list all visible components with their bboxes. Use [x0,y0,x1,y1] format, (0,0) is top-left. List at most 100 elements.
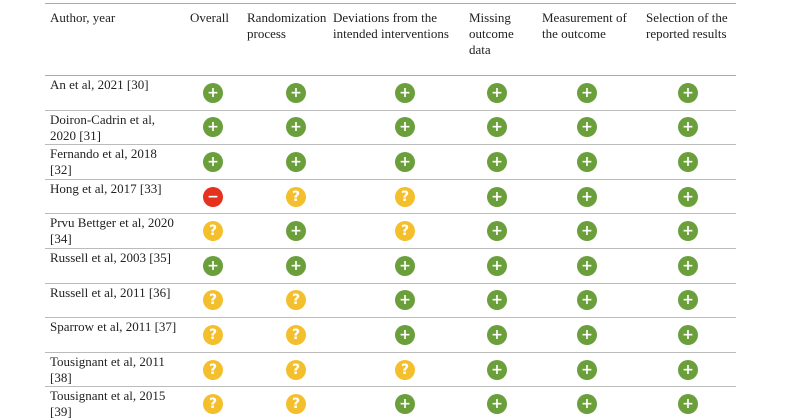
judgement-cell: + [464,144,537,180]
judgement-icon: + [678,255,698,276]
judgement-cell: + [242,248,328,284]
judgement-icon: + [487,290,507,311]
header-cell: Randomization process [242,3,328,76]
judgement-icon: + [203,82,223,103]
table-row: Hong et al, 2017 [33] −?? + + + [45,179,736,215]
judgement-cell: + [328,144,464,180]
judgement-icon: + [577,359,597,380]
judgement-cell: + [537,179,641,215]
judgement-icon: + [395,255,415,276]
judgement-cell: + [537,317,641,353]
judgement-cell: + [537,75,641,111]
judgement-cell: ? [328,179,464,215]
judgement-icon: + [487,117,507,138]
judgement-icon: ? [286,394,306,415]
author-cell: Russell et al, 2003 [35] [45,248,185,284]
judgement-icon: ? [286,324,306,345]
header-cell: Measurement of the outcome [537,3,641,76]
author-cell: Tousignant et al, 2015 [39] [45,386,185,419]
judgement-cell: + [242,144,328,180]
judgement-cell: + [641,110,736,146]
header-cell: Selection of the reported results [641,3,736,76]
judgement-icon: ? [395,359,415,380]
judgement-icon: + [487,82,507,103]
table-body: An et al, 2021 [30] + + + + + + Doiron-Cadrin e… [45,75,736,419]
judgement-cell: + [242,213,328,249]
judgement-icon: + [577,394,597,415]
judgement-icon: + [395,394,415,415]
table-row: Prvu Bettger et al, 2020 [34]? +? + + + [45,213,736,249]
judgement-icon: + [577,186,597,207]
judgement-cell: + [328,248,464,284]
judgement-cell: ? [242,352,328,388]
table-row: Russell et al, 2011 [36]?? + + + + [45,283,736,319]
judgement-icon: + [395,324,415,345]
table-row: Tousignant et al, 2015 [39]?? + + + + [45,386,736,419]
header-row: Author, year Overall Randomization process… [45,3,736,76]
judgement-cell: + [537,352,641,388]
judgement-cell: ? [242,179,328,215]
author-cell: Russell et al, 2011 [36] [45,283,185,319]
judgement-cell: ? [242,317,328,353]
author-cell: Tousignant et al, 2011 [38] [45,352,185,388]
judgement-icon: ? [203,221,223,242]
judgement-cell: + [641,248,736,284]
judgement-cell: + [641,352,736,388]
judgement-icon: + [286,255,306,276]
judgement-icon: + [678,359,698,380]
judgement-icon: + [577,255,597,276]
judgement-icon: + [395,82,415,103]
table-row: Fernando et al, 2018 [32] + + + + + + [45,144,736,180]
judgement-icon: + [203,117,223,138]
judgement-icon: + [487,359,507,380]
judgement-cell: + [641,317,736,353]
judgement-cell: + [328,386,464,419]
judgement-cell: + [185,110,242,146]
judgement-cell: + [641,75,736,111]
judgement-cell: + [242,110,328,146]
judgement-cell: + [537,144,641,180]
judgement-icon: + [678,151,698,172]
judgement-cell: + [328,110,464,146]
judgement-cell: + [537,386,641,419]
judgement-icon: + [286,221,306,242]
judgement-icon: + [678,394,698,415]
judgement-cell: − [185,179,242,215]
header-cell: Missing outcome data [464,3,537,76]
judgement-icon: + [286,151,306,172]
judgement-cell: + [641,283,736,319]
table-row: Tousignant et al, 2011 [38]??? + + + [45,352,736,388]
judgement-icon: ? [395,221,415,242]
judgement-cell: + [641,144,736,180]
judgement-icon: + [577,290,597,311]
judgement-cell: + [464,352,537,388]
judgement-cell: + [537,283,641,319]
author-cell: Doiron-Cadrin et al, 2020 [31] [45,110,185,146]
judgement-icon: + [678,117,698,138]
table-row: An et al, 2021 [30] + + + + + + [45,75,736,111]
judgement-icon: ? [203,394,223,415]
judgement-cell: + [464,386,537,419]
judgement-icon: ? [286,359,306,380]
judgement-icon: ? [286,290,306,311]
judgement-icon: + [678,221,698,242]
judgement-cell: + [464,75,537,111]
judgement-icon: + [577,324,597,345]
judgement-icon: + [577,151,597,172]
judgement-cell: ? [185,283,242,319]
judgement-icon: + [395,151,415,172]
judgement-icon: + [203,151,223,172]
judgement-cell: ? [185,317,242,353]
judgement-cell: + [328,317,464,353]
judgement-icon: + [286,82,306,103]
judgement-icon: + [678,186,698,207]
judgement-cell: + [537,213,641,249]
judgement-icon: ? [395,186,415,207]
judgement-icon: + [395,290,415,311]
judgement-cell: + [464,110,537,146]
judgement-cell: ? [242,283,328,319]
judgement-icon: ? [203,324,223,345]
judgement-icon: ? [203,290,223,311]
judgement-cell: + [641,213,736,249]
judgement-cell: + [242,75,328,111]
